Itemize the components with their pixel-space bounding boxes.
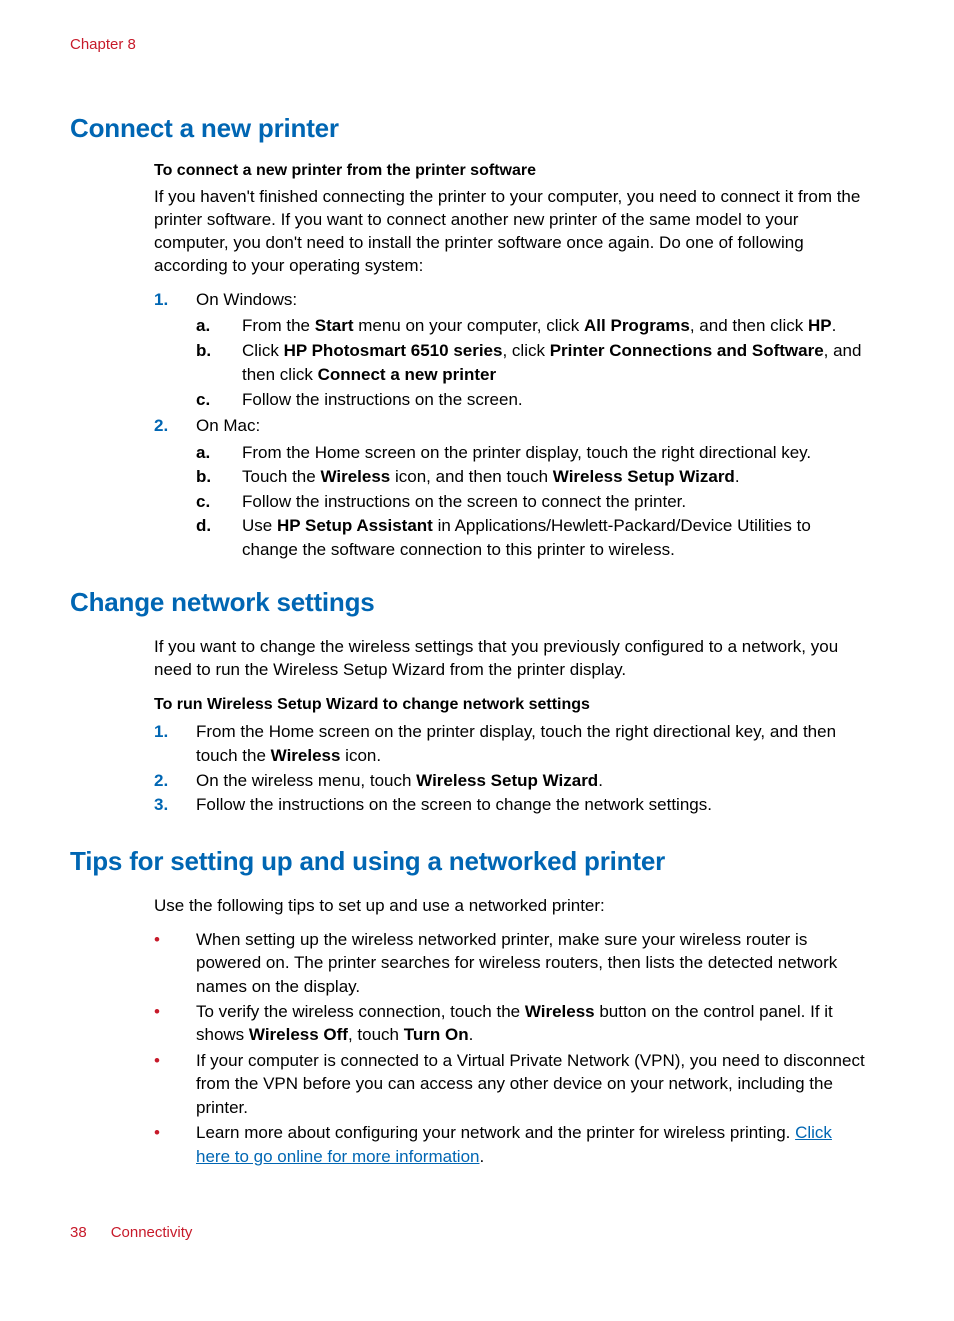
list-item: a. From the Home screen on the printer d… (196, 441, 866, 465)
list-item: a. From the Start menu on your computer,… (196, 314, 866, 338)
list-text: On Windows: (196, 290, 297, 309)
text: . (598, 771, 603, 790)
list-item: c. Follow the instructions on the screen… (196, 490, 866, 514)
list-marker: a. (196, 314, 242, 338)
list-marker: c. (196, 388, 242, 412)
subhead-run-wizard: To run Wireless Setup Wizard to change n… (154, 696, 866, 714)
list-item: 1. On Windows: a. From the Start menu on… (154, 288, 866, 414)
bullet-icon: • (154, 1003, 196, 1020)
list-item: b. Click HP Photosmart 6510 series, clic… (196, 339, 866, 388)
kw-wireless-setup-wizard: Wireless Setup Wizard (553, 467, 735, 486)
intro-tips: Use the following tips to set up and use… (154, 895, 866, 918)
text: When setting up the wireless networked p… (196, 928, 866, 998)
text: . (832, 316, 837, 335)
kw-hp: HP (808, 316, 832, 335)
list-marker: c. (196, 490, 242, 514)
list-marker: 2. (154, 771, 196, 791)
kw-wireless: Wireless (320, 467, 390, 486)
text: , click (502, 341, 549, 360)
bullet-icon: • (154, 931, 196, 948)
page-number: 38 (70, 1224, 87, 1241)
text: , touch (348, 1025, 404, 1044)
section-1-body: To connect a new printer from the printe… (154, 162, 866, 565)
list-item: • To verify the wireless connection, tou… (154, 1000, 866, 1047)
intro-connect: If you haven't finished connecting the p… (154, 186, 866, 278)
text: If your computer is connected to a Virtu… (196, 1049, 866, 1119)
list-item: 1. From the Home screen on the printer d… (154, 720, 866, 769)
kw-photosmart: HP Photosmart 6510 series (284, 341, 503, 360)
list-marker: 2. (154, 416, 196, 436)
heading-change-network: Change network settings (70, 587, 866, 618)
heading-tips: Tips for setting up and using a networke… (70, 846, 866, 877)
ordered-list-change: 1. From the Home screen on the printer d… (154, 720, 866, 818)
kw-start: Start (315, 316, 354, 335)
list-item: • If your computer is connected to a Vir… (154, 1049, 866, 1119)
list-marker: 1. (154, 722, 196, 742)
list-item: b. Touch the Wireless icon, and then tou… (196, 465, 866, 489)
kw-printer-connections: Printer Connections and Software (550, 341, 824, 360)
subhead-connect: To connect a new printer from the printe… (154, 162, 866, 180)
footer-section: Connectivity (111, 1224, 193, 1241)
kw-all-programs: All Programs (584, 316, 690, 335)
list-item: • Learn more about configuring your netw… (154, 1121, 866, 1168)
text: To verify the wireless connection, touch… (196, 1002, 525, 1021)
text: From the Home screen on the printer disp… (242, 441, 866, 465)
kw-turn-on: Turn On (404, 1025, 469, 1044)
text: Click (242, 341, 284, 360)
text: On the wireless menu, touch (196, 771, 416, 790)
kw-wireless: Wireless (525, 1002, 595, 1021)
list-text: On Mac: (196, 416, 260, 435)
list-marker: b. (196, 465, 242, 489)
list-item: c. Follow the instructions on the screen… (196, 388, 866, 412)
kw-wireless-setup-wizard: Wireless Setup Wizard (416, 771, 598, 790)
text: Follow the instructions on the screen to… (196, 793, 866, 817)
bullet-list-tips: • When setting up the wireless networked… (154, 928, 866, 1169)
text: Learn more about configuring your networ… (196, 1123, 795, 1142)
heading-connect-new-printer: Connect a new printer (70, 113, 866, 144)
text: menu on your computer, click (353, 316, 584, 335)
text: . (480, 1147, 485, 1166)
ordered-list-os: 1. On Windows: a. From the Start menu on… (154, 288, 866, 565)
list-marker: a. (196, 441, 242, 465)
list-item: 2. On Mac: a. From the Home screen on th… (154, 414, 866, 565)
list-item: • When setting up the wireless networked… (154, 928, 866, 998)
bullet-icon: • (154, 1052, 196, 1069)
kw-connect-new-printer: Connect a new printer (318, 365, 497, 384)
section-3-body: Use the following tips to set up and use… (154, 895, 866, 1168)
text: Touch the (242, 467, 320, 486)
text: icon. (340, 746, 381, 765)
list-marker: d. (196, 514, 242, 538)
text: . (735, 467, 740, 486)
list-item: 3. Follow the instructions on the screen… (154, 793, 866, 817)
list-marker: 1. (154, 290, 196, 310)
list-item: d. Use HP Setup Assistant in Application… (196, 514, 866, 563)
list-item: 2. On the wireless menu, touch Wireless … (154, 769, 866, 793)
bullet-icon: • (154, 1124, 196, 1141)
kw-wireless-off: Wireless Off (249, 1025, 348, 1044)
kw-hp-setup-assistant: HP Setup Assistant (277, 516, 433, 535)
section-2-body: If you want to change the wireless setti… (154, 636, 866, 818)
text: Use (242, 516, 277, 535)
running-header: Chapter 8 (70, 36, 866, 53)
text: From the (242, 316, 315, 335)
text: icon, and then touch (390, 467, 553, 486)
list-marker: b. (196, 339, 242, 363)
list-marker: 3. (154, 795, 196, 815)
page-footer: 38 Connectivity (70, 1224, 192, 1241)
kw-wireless: Wireless (271, 746, 341, 765)
intro-change: If you want to change the wireless setti… (154, 636, 866, 682)
text: Follow the instructions on the screen to… (242, 490, 866, 514)
text: . (469, 1025, 474, 1044)
text: , and then click (690, 316, 808, 335)
text: Follow the instructions on the screen. (242, 388, 866, 412)
